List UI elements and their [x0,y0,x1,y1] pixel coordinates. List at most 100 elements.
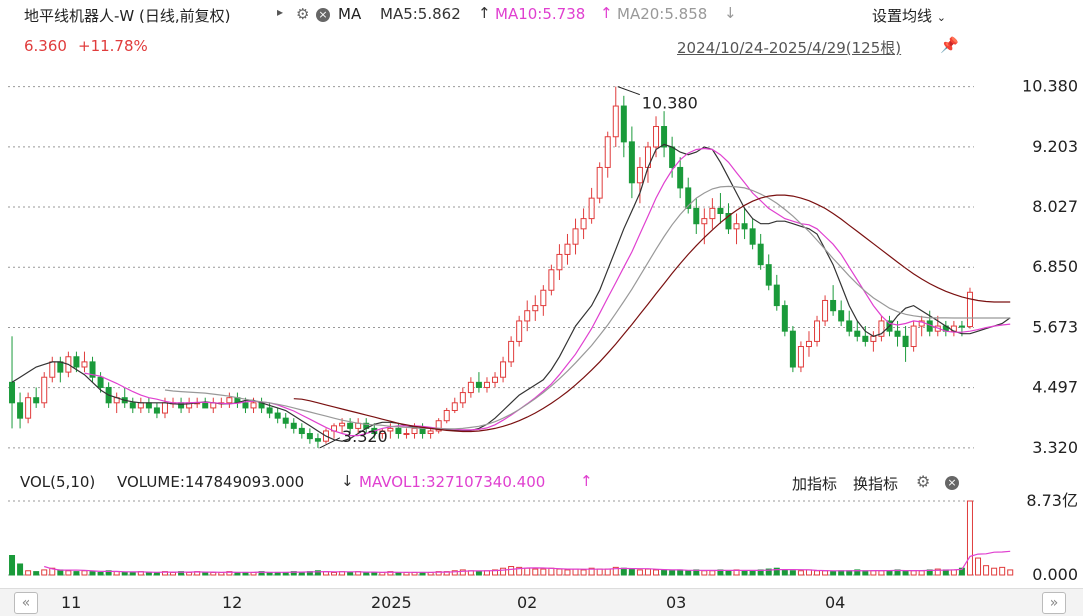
candle-body [797,346,804,368]
gear-icon[interactable]: ⚙ [916,472,931,491]
x-tick-label: 2025 [371,593,412,612]
volume-bar [33,571,40,576]
candle-body [854,330,861,337]
price-chart[interactable]: 10.380 9.203 8.027 6.850 5.673 4.497 3.320 10.3… [0,60,1083,465]
candle-body [524,310,531,322]
volume-bar [983,565,990,576]
volume-bar [797,570,804,576]
volume-value: VOLUME:147849093.000 [117,473,305,491]
scroll-left-button[interactable]: « [14,592,38,614]
mavol1-line [44,550,1011,573]
play-icon[interactable]: ▸ [277,5,284,19]
candle-body [226,397,233,404]
volume-bar [966,500,973,576]
candle-body [878,320,885,337]
volume-bar [805,569,812,576]
chart-header: 地平线机器人-W (日线,前复权) ▸ ⚙ × MA MA5:5.862 ↑ M… [0,0,1083,60]
volume-chart[interactable]: 8.73亿 0.000 [0,465,1083,588]
candle-body [41,376,48,404]
volume-bar [958,567,965,576]
candle-body [25,397,32,419]
y-tick-label: 6.850 [1032,257,1078,276]
candle-body [516,320,523,342]
volume-bar [765,568,772,576]
volume-bar [314,570,321,576]
ma10-line [84,147,1011,437]
candle-body [387,427,394,432]
volume-bar [999,566,1006,576]
switch-indicator-button[interactable]: 换指标 [853,475,899,493]
volume-bar [331,571,338,576]
volume-bar [677,569,684,576]
candle-body [838,310,845,322]
x-tick-label: 11 [61,593,82,612]
candle-body [725,212,732,230]
add-indicator-button[interactable]: 加指标 [792,475,838,493]
ma20-value: MA20:5.858 [617,5,708,23]
candle-body [572,228,579,245]
candle-body [958,325,965,328]
close-icon[interactable]: × [316,8,330,22]
volume-bar [371,571,378,576]
candle-body [419,427,426,435]
candle-body [548,269,555,291]
x-tick-label: 03 [666,593,687,612]
x-tick-label: 02 [517,593,538,612]
mavol1-value: MAVOL1:327107340.400 [359,473,546,491]
ma20-line [164,185,1011,430]
candle-body [274,412,281,419]
candle-body [612,105,619,138]
candle-body [894,330,901,337]
volume-bar [9,555,16,576]
y-tick-label: 9.203 [1032,137,1078,156]
y-tick-label: 4.497 [1032,378,1078,397]
volume-bar [516,566,523,576]
candle-body [685,187,692,209]
candle-body [17,402,24,419]
pin-icon[interactable]: 📌 [940,36,959,54]
candle-body [532,305,539,312]
volume-bar [41,569,48,576]
low-label: 3.320 [342,427,388,446]
candle-body [870,335,877,342]
candle-body [661,126,668,148]
candle-body [451,402,458,411]
volume-bar [556,568,563,576]
close-icon[interactable]: × [945,476,959,490]
volume-bar [298,571,305,576]
x-tick-label: 04 [825,593,846,612]
stock-title: 地平线机器人-W (日线,前复权) [24,7,231,25]
candle-body [636,166,643,184]
volume-bar [524,567,531,576]
candle-body [966,291,973,328]
candle-body [805,340,812,348]
volume-bar [781,569,788,576]
volume-bar [121,571,128,576]
candle-body [653,126,660,148]
candle-body [483,381,490,388]
candle-body [492,376,499,383]
volume-bar [572,568,579,576]
candle-body [339,422,346,427]
candle-body [266,407,273,414]
volume-bar [113,571,120,576]
volume-bar [210,571,217,576]
volume-bar [975,557,982,576]
candle-body [773,284,780,307]
ma10-arrow-icon: ↑ [600,4,613,22]
volume-bar [459,569,466,576]
candle-body [403,433,410,436]
scroll-right-button[interactable]: » [1042,592,1066,614]
candle-body [508,340,515,363]
volume-bar [612,566,619,576]
volume-bar [830,571,837,576]
gear-icon[interactable]: ⚙ [296,5,310,23]
volume-bar [186,571,193,576]
ma10-value: MA10:5.738 [495,5,586,23]
ma-settings-button[interactable]: 设置均线 ⌄ [872,5,946,26]
volume-bar [886,570,893,576]
candle-body [178,402,185,409]
volume-bar [814,570,821,576]
candle-body [596,166,603,199]
date-range[interactable]: 2024/10/24-2025/4/29(125根) [677,39,902,57]
